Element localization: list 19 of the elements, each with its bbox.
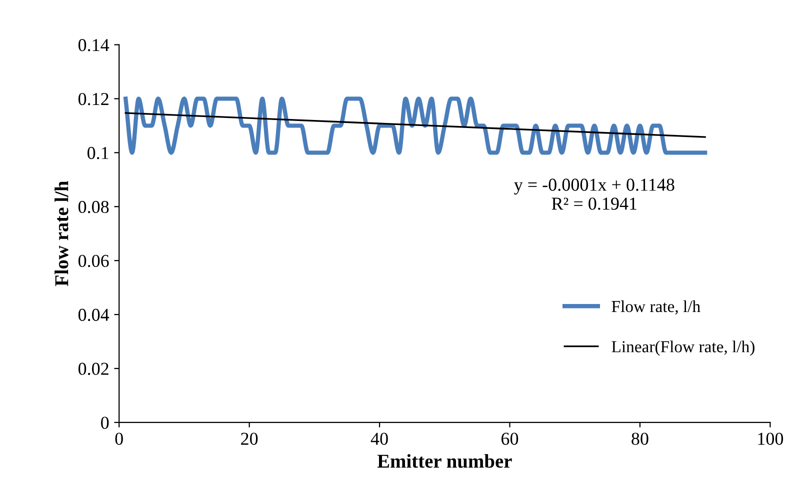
y-tick-label: 0.04 xyxy=(78,308,110,322)
y-tick-label: 0.02 xyxy=(78,362,108,376)
y-tick-label: 0.14 xyxy=(78,38,110,52)
legend-label: Linear(Flow rate, l/h) xyxy=(612,340,754,356)
y-tick-label: 0.1 xyxy=(87,146,108,160)
y-tick-label: 0.08 xyxy=(78,200,109,214)
y-tick-label: 0 xyxy=(101,416,109,429)
x-tick-label: 20 xyxy=(241,432,258,445)
x-tick-label: 100 xyxy=(758,432,784,445)
legend-label: Flow rate, l/h xyxy=(612,300,700,315)
y-axis-title: Flow rate l/h xyxy=(54,180,68,286)
x-tick-label: 80 xyxy=(632,432,648,445)
x-tick-label: 60 xyxy=(501,432,518,445)
y-tick-label: 0.06 xyxy=(78,254,109,268)
y-tick-label: 0.12 xyxy=(78,92,108,106)
annotation: y = -0.0001x + 0.1148 R² = 0.1941 xyxy=(514,178,674,210)
x-axis-title: Emitter number xyxy=(377,454,512,468)
x-tick-label: 40 xyxy=(370,432,388,445)
x-tick-label: 0 xyxy=(115,432,123,445)
